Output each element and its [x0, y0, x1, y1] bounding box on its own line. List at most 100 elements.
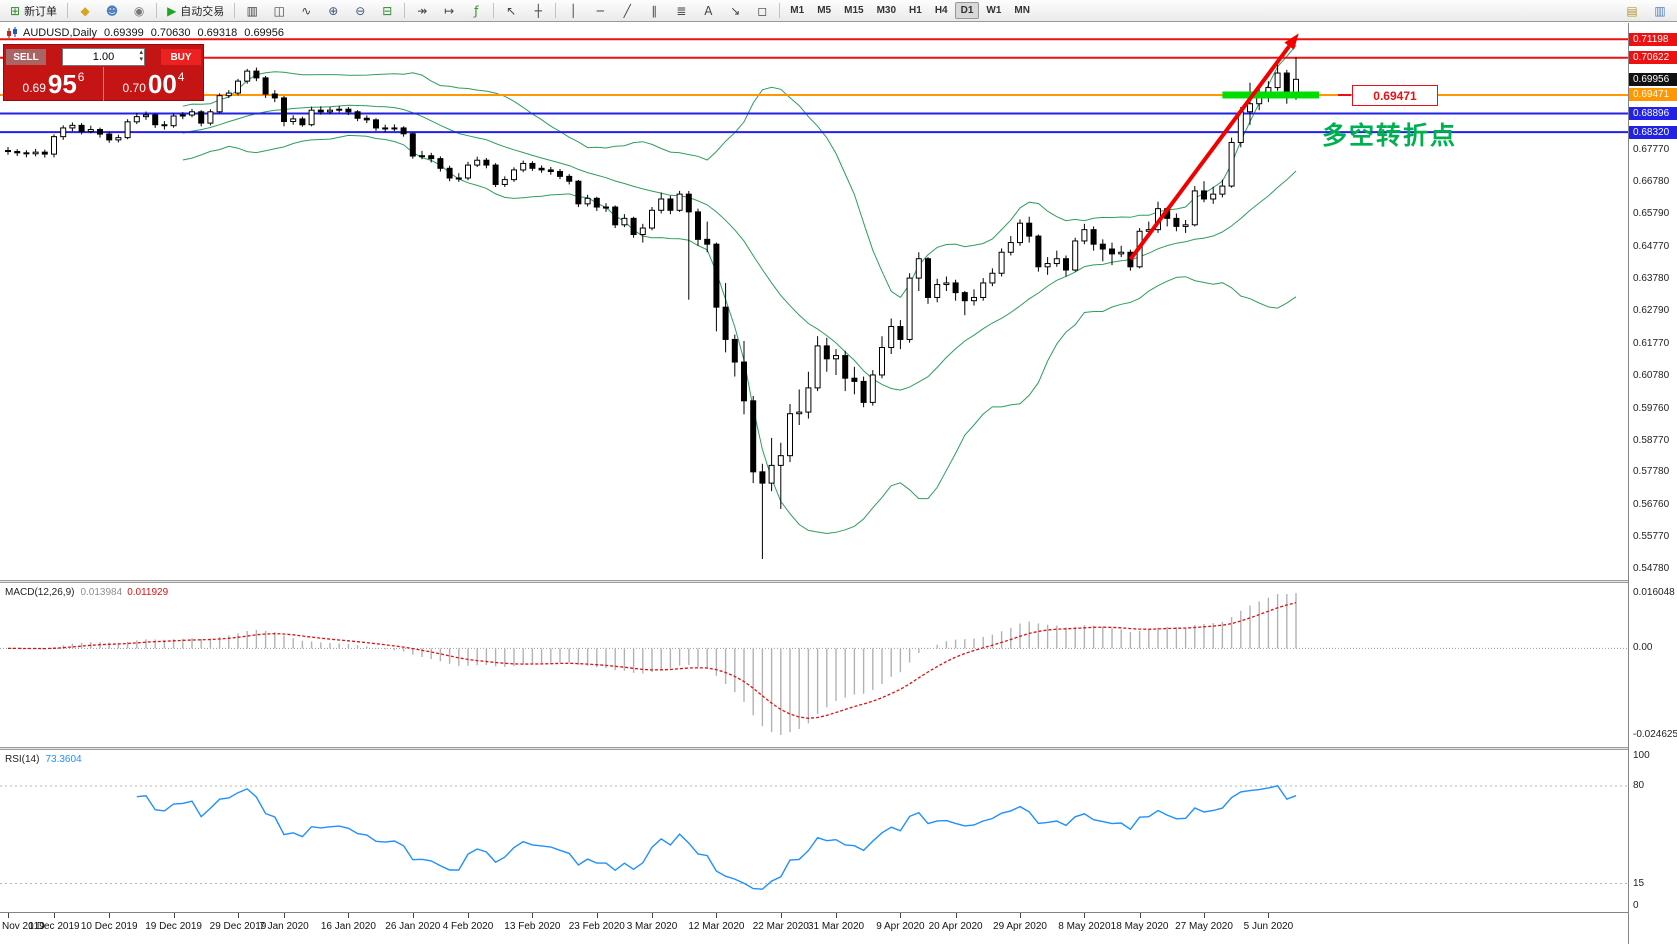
indicators-button[interactable]: ƒ — [463, 2, 489, 20]
zoom-in-button[interactable]: ⊕ — [320, 2, 346, 20]
text-button[interactable]: A — [695, 2, 721, 20]
volume-input[interactable]: 1.00 ▴ ▾ — [62, 48, 145, 66]
fibonacci-button[interactable]: ≣ — [668, 2, 694, 20]
ask-sup: 4 — [177, 70, 185, 84]
date-label: 9 Apr 2020 — [876, 921, 925, 932]
price-tick-label: 0.62790 — [1633, 304, 1670, 316]
date-label: 19 Dec 2019 — [145, 921, 202, 932]
price-line-label[interactable]: 0.69471 — [1338, 85, 1438, 106]
timeframe-m1[interactable]: M1 — [790, 5, 805, 16]
volume-down-icon[interactable]: ▾ — [139, 55, 143, 63]
price-tick-label: 0.61770 — [1633, 337, 1670, 349]
line-chart-button[interactable]: ∿ — [293, 2, 319, 20]
toolbar-separator — [67, 3, 69, 18]
price-axis[interactable]: 0.67770 0.66780 0.65790 0.64770 0.63780 0.627… — [1628, 23, 1677, 944]
macd-axis-label: 0.016048 — [1633, 587, 1675, 598]
rsi-name: RSI(14) — [5, 754, 40, 765]
shapes-button[interactable]: ◻ — [749, 2, 775, 20]
bid-price[interactable]: 0.69 95 6 — [4, 67, 104, 101]
bar-chart-button[interactable]: ▥ — [239, 2, 265, 20]
date-label: 16 Jan 2020 — [320, 921, 376, 932]
autotrading-button[interactable]: ▶ 自动交易 — [161, 2, 230, 20]
ohlc-low: 0.69318 — [197, 27, 238, 39]
new-order-button[interactable]: ⊞ 新订单 — [4, 2, 63, 20]
timeframe-d1[interactable]: D1 — [954, 2, 980, 19]
channel-button[interactable]: ∥ — [641, 2, 667, 20]
bid-big: 95 — [47, 69, 77, 100]
price-tick-label: 0.55770 — [1633, 531, 1670, 543]
window-list-button[interactable]: ▥ — [1647, 2, 1673, 20]
notifications-button[interactable]: ◉ — [126, 2, 152, 20]
crosshair-icon: ┼ — [534, 3, 542, 18]
new-order-label: 新订单 — [24, 5, 58, 18]
date-tick — [1204, 913, 1205, 918]
timeframe-w1[interactable]: W1 — [986, 5, 1002, 16]
price-tick-label: 0.63780 — [1633, 272, 1670, 284]
rsi-canvas[interactable] — [0, 750, 1628, 912]
candlestick-chart-button[interactable]: ◫ — [266, 2, 292, 20]
price-tick-label: 0.54780 — [1633, 563, 1670, 575]
date-tick — [284, 913, 285, 918]
horizontal-line-button[interactable]: ─ — [587, 2, 613, 20]
chart-shift-button[interactable]: ↦ — [436, 2, 462, 20]
arrows-button[interactable]: ↘ — [722, 2, 748, 20]
date-label: 13 Feb 2020 — [504, 921, 561, 932]
price-tick-label: 0.59760 — [1633, 402, 1670, 414]
ask-price[interactable]: 0.70 00 4 — [104, 67, 203, 101]
zoom-out-icon: ⊖ — [355, 3, 366, 18]
volume-up-icon[interactable]: ▴ — [139, 48, 143, 56]
date-tick — [1020, 913, 1021, 918]
autotrading-label: 自动交易 — [180, 5, 225, 18]
zoom-out-button[interactable]: ⊖ — [347, 2, 373, 20]
timeframe-mn[interactable]: MN — [1014, 5, 1030, 16]
indicators-icon: ƒ — [474, 3, 479, 18]
date-axis[interactable]: Nov 2019 1 Dec 2019 10 Dec 2019 19 Dec 2019… — [0, 912, 1628, 944]
date-label: 7 Jan 2020 — [259, 921, 309, 932]
date-label: 23 Feb 2020 — [568, 921, 625, 932]
notifications-icon: ◉ — [133, 3, 145, 18]
trendline-button[interactable]: ╱ — [614, 2, 640, 20]
annotation-text[interactable]: 多空转折点 — [1322, 121, 1458, 150]
sell-button[interactable]: SELL — [6, 49, 46, 65]
bid-sup: 6 — [77, 70, 85, 84]
toolbar-separator — [779, 3, 781, 18]
date-tick — [173, 913, 175, 918]
date-label: 5 Jun 2020 — [1243, 921, 1294, 932]
price-tick-label: 0.58770 — [1633, 434, 1670, 446]
date-label: 29 Dec 2019 — [209, 921, 267, 932]
macd-name: MACD(12,26,9) — [5, 587, 75, 598]
vertical-line-button[interactable]: │ — [560, 2, 586, 20]
accounts-button[interactable]: ◆ — [72, 2, 98, 20]
timeframe-h1[interactable]: H1 — [909, 5, 922, 16]
price-badge-0.69956: 0.69956 — [1629, 72, 1677, 86]
timeframe-m30[interactable]: M30 — [876, 5, 897, 16]
bid-prefix: 0.69 — [22, 81, 46, 95]
buy-button[interactable]: BUY — [161, 49, 201, 65]
date-label: 22 Mar 2020 — [752, 921, 809, 932]
macd-splitter[interactable] — [0, 580, 1628, 583]
fibonacci-icon: ≣ — [676, 3, 687, 18]
date-tick — [716, 913, 718, 918]
date-label: Nov 2019 — [2, 921, 45, 932]
new-chart-button[interactable]: ▤ — [1619, 2, 1645, 20]
price-tick-label: 0.66780 — [1633, 175, 1670, 187]
templates-button[interactable]: ⊟ — [374, 2, 400, 20]
timeframe-m5[interactable]: M5 — [817, 5, 832, 16]
new-order-icon: ⊞ — [10, 3, 21, 18]
timeframe-h4[interactable]: H4 — [934, 5, 948, 16]
main-chart-canvas[interactable] — [0, 23, 1628, 580]
cursor-button[interactable]: ↖ — [498, 2, 524, 20]
rsi-splitter[interactable] — [0, 747, 1628, 750]
date-tick — [8, 913, 9, 918]
community-icon: ☻ — [105, 3, 119, 18]
price-tick-label: 0.64770 — [1633, 240, 1670, 252]
macd-canvas[interactable] — [0, 583, 1628, 747]
community-button[interactable]: ☻ — [99, 2, 125, 20]
auto-scroll-button[interactable]: ↠ — [409, 2, 435, 20]
timeframe-m15[interactable]: M15 — [844, 5, 864, 16]
crosshair-button[interactable]: ┼ — [525, 2, 551, 20]
date-label: 10 Dec 2019 — [80, 921, 138, 932]
candlestick-chart-icon: ◫ — [273, 3, 285, 18]
macd-label: MACD(12,26,9) 0.013984 0.011929 — [5, 587, 168, 598]
date-label: 29 Apr 2020 — [993, 921, 1047, 932]
